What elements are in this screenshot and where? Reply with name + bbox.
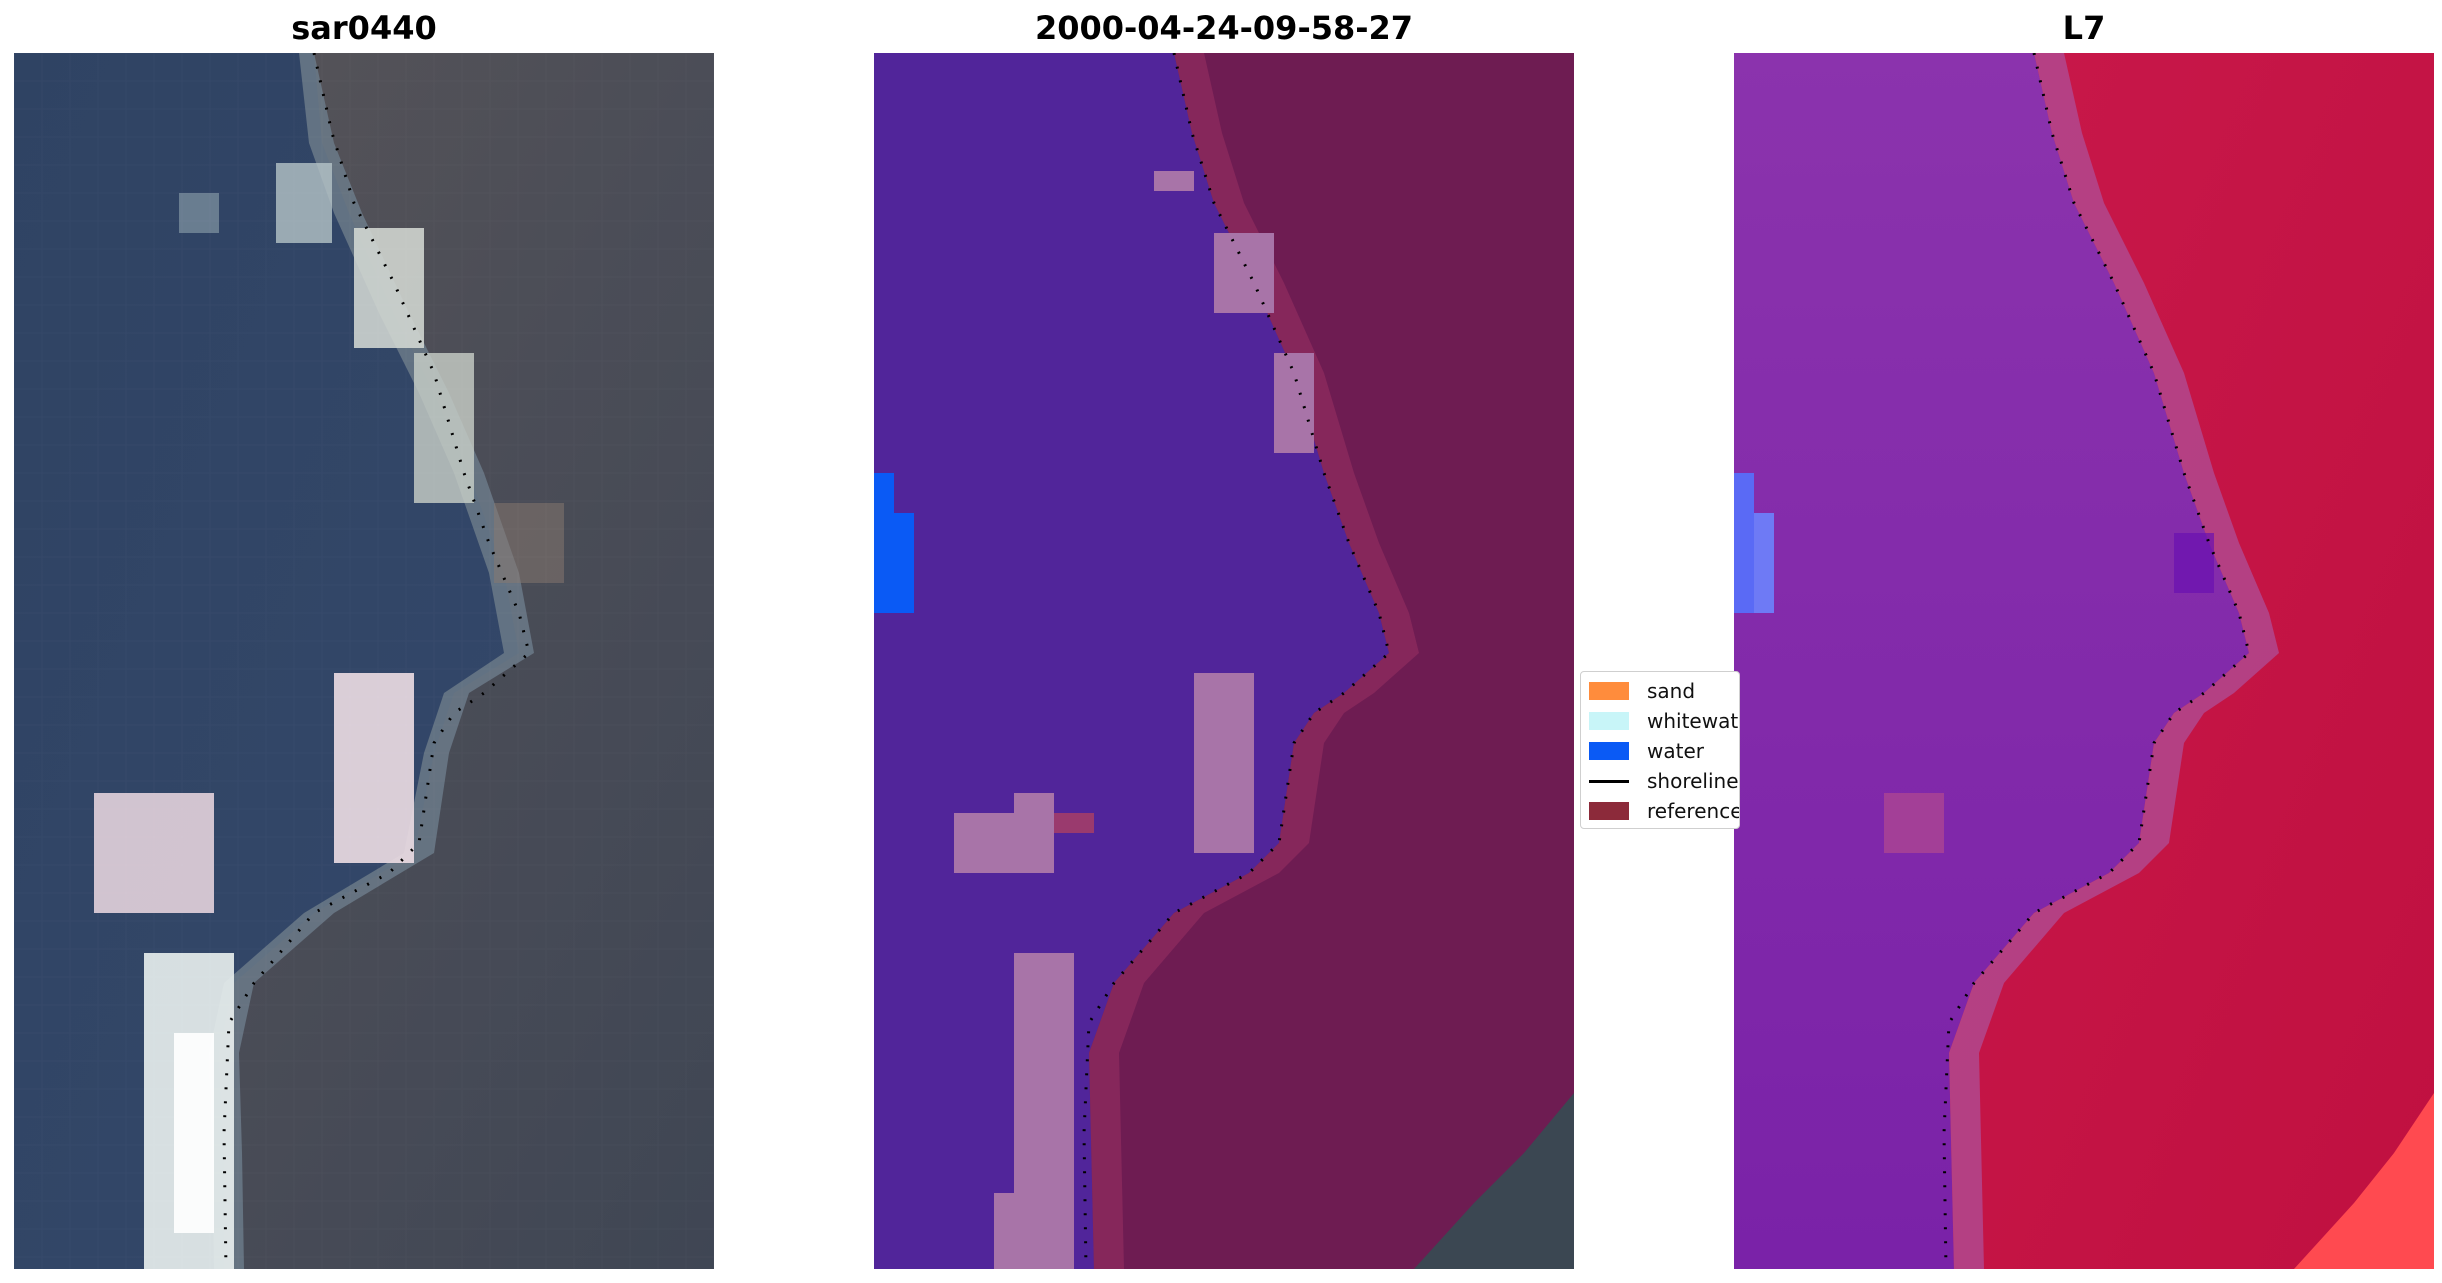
legend-swatch-whitewater	[1589, 712, 1629, 730]
legend: sand whitewater water shoreline referenc…	[1580, 671, 1740, 829]
index-image	[1734, 53, 2434, 1269]
legend-label: sand	[1647, 679, 1696, 703]
legend-line-shoreline	[1589, 779, 1629, 783]
legend-item-whitewater: whitewater	[1581, 706, 1739, 736]
legend-item-water: water	[1581, 736, 1739, 766]
shoreline-line-right	[1942, 53, 2251, 1269]
legend-label: reference	[1647, 799, 1740, 823]
index-image-panel	[1734, 53, 2434, 1269]
shoreline-line-middle	[1082, 53, 1391, 1269]
legend-item-shoreline: shoreline	[1581, 766, 1739, 796]
legend-item-sand: sand	[1581, 676, 1739, 706]
legend-label: water	[1647, 739, 1704, 763]
legend-label: whitewater	[1647, 709, 1739, 733]
rgb-image	[14, 53, 714, 1269]
classification-image	[874, 53, 1574, 1269]
legend-swatch-sand	[1589, 682, 1629, 700]
legend-swatch-water	[1589, 742, 1629, 760]
panel-title-middle: 2000-04-24-09-58-27	[1034, 9, 1414, 47]
panel-title-right: L7	[2062, 9, 2106, 47]
classification-image-panel	[874, 53, 1574, 1269]
panel-title-left: sar0440	[291, 9, 437, 47]
shoreline-line-left	[222, 53, 531, 1269]
legend-label: shoreline	[1647, 769, 1739, 793]
legend-swatch-reference	[1589, 802, 1629, 820]
rgb-image-panel	[14, 53, 714, 1269]
legend-item-reference: reference	[1581, 796, 1739, 826]
